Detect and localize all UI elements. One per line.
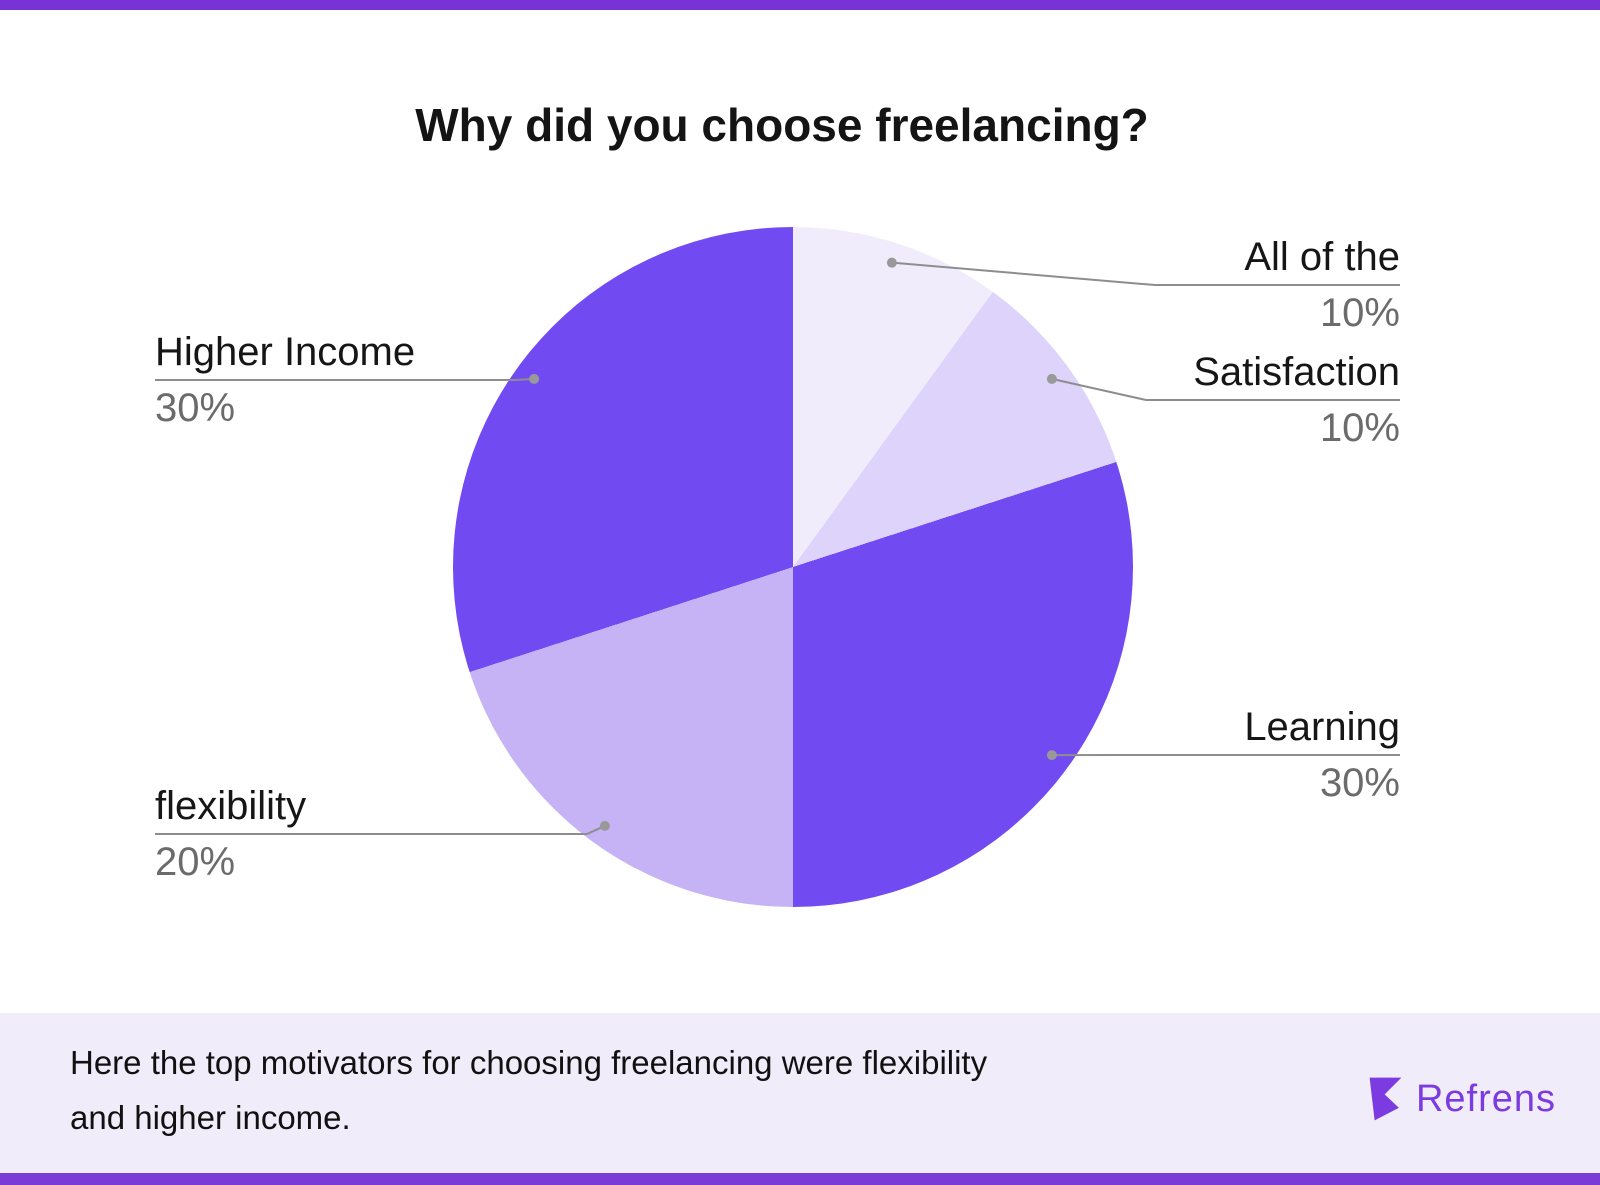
pie-label-value: 10% (1319, 291, 1400, 335)
pie-label-text: flexibility (155, 784, 307, 828)
refrens-logo-icon (1369, 1077, 1402, 1121)
footer-caption-line1: Here the top motivators for choosing fre… (70, 1044, 988, 1081)
top-accent-bar (0, 0, 1600, 10)
pie-label-satisfaction: Satisfaction 10% (1193, 348, 1400, 452)
brand-logo: Refrens (1367, 1073, 1556, 1125)
pie-label-value: 10% (1319, 406, 1400, 450)
pie-label-value: 20% (155, 840, 236, 884)
pie-label-text: Higher Income (155, 330, 416, 374)
footer-caption-line2: and higher income. (70, 1099, 351, 1136)
pie-label-text: Satisfaction (1193, 350, 1400, 394)
pie-label-higher-income: Higher Income 30% (155, 328, 415, 432)
pie-label-text: All of the (1244, 235, 1400, 279)
pie-label-value: 30% (155, 386, 236, 430)
pie-label-value: 30% (1319, 761, 1400, 805)
pie-label-learning: Learning 30% (1244, 703, 1400, 807)
pie-label-text: Learning (1244, 705, 1400, 749)
pie-label-all-of-the: All of the 10% (1244, 233, 1400, 337)
brand-name: Refrens (1415, 1077, 1556, 1120)
bottom-accent-bar (0, 1173, 1600, 1185)
pie-chart (453, 227, 1133, 907)
footer-caption: Here the top motivators for choosing fre… (70, 1035, 987, 1145)
pie-label-flexibility: flexibility 20% (155, 782, 306, 886)
chart-title: Why did you choose freelancing? (415, 99, 1149, 151)
footer-band: Here the top motivators for choosing fre… (0, 1013, 1600, 1173)
